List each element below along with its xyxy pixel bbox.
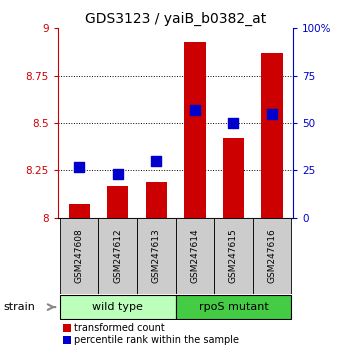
Bar (137, 218, 176, 294)
Bar (60, 218, 99, 294)
Bar (60, 295, 176, 319)
Bar (253, 218, 291, 294)
Point (76, 164, 82, 170)
Title: GDS3123 / yaiB_b0382_at: GDS3123 / yaiB_b0382_at (85, 12, 266, 26)
Text: GSM247612: GSM247612 (113, 228, 122, 283)
Bar (99, 218, 137, 294)
Text: GSM247614: GSM247614 (190, 228, 199, 283)
Bar (214, 218, 253, 294)
Bar (223, 138, 244, 218)
Text: GSM247613: GSM247613 (152, 228, 161, 283)
Point (153, 158, 159, 164)
Bar (69, 205, 90, 218)
Point (269, 111, 275, 116)
Text: rpoS mutant: rpoS mutant (198, 302, 268, 312)
Text: strain: strain (3, 302, 35, 312)
Text: GSM247608: GSM247608 (75, 228, 84, 283)
Bar (107, 185, 128, 218)
Point (231, 120, 236, 126)
Text: GSM247616: GSM247616 (268, 228, 277, 283)
Legend: transformed count, percentile rank within the sample: transformed count, percentile rank withi… (63, 324, 239, 346)
Point (115, 171, 120, 177)
Bar (146, 182, 167, 218)
Bar (176, 295, 291, 319)
Bar (262, 53, 283, 218)
Text: GSM247615: GSM247615 (229, 228, 238, 283)
Bar (176, 218, 214, 294)
Text: wild type: wild type (92, 302, 143, 312)
Point (192, 107, 198, 113)
Bar (184, 41, 206, 218)
